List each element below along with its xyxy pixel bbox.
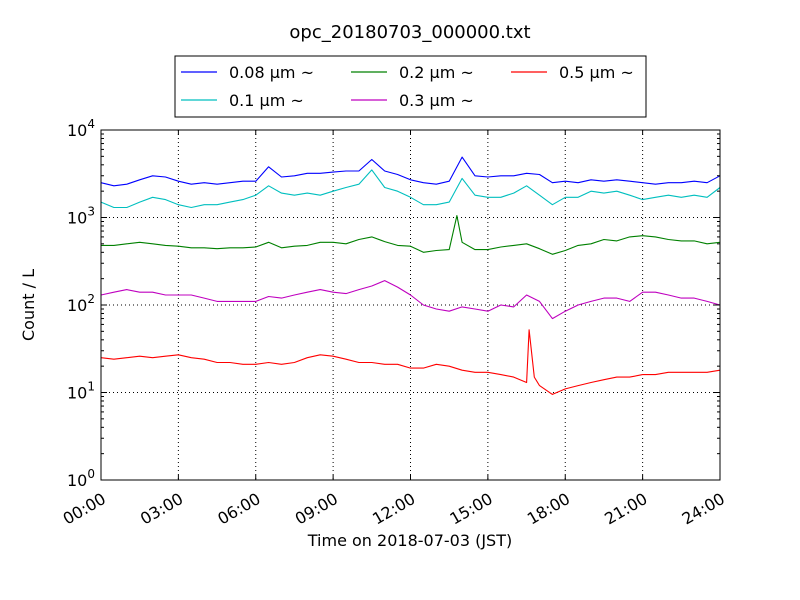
y-axis-label: Count / L <box>19 269 38 341</box>
legend-label-3: 0.3 μm ~ <box>399 91 474 110</box>
series-line-0 <box>100 156 721 187</box>
x-tick-label: 21:00 <box>601 489 650 529</box>
series-line-3 <box>100 280 721 320</box>
series-line-2 <box>101 215 721 255</box>
x-tick-label: 12:00 <box>369 489 418 529</box>
legend-label-4: 0.5 μm ~ <box>559 63 634 82</box>
x-tick-label: 18:00 <box>524 489 573 529</box>
x-axis-label: Time on 2018-07-03 (JST) <box>307 531 512 550</box>
series-line-1 <box>100 169 721 209</box>
grid <box>101 130 720 480</box>
y-tick-label: 101 <box>67 380 95 403</box>
y-tick-label: 104 <box>67 117 95 140</box>
series-line-4 <box>100 329 721 395</box>
series-layer <box>100 156 721 395</box>
x-tick-label: 24:00 <box>679 489 728 529</box>
y-tick-label: 103 <box>67 205 95 228</box>
legend-label-2: 0.2 μm ~ <box>399 63 474 82</box>
y-tick-label: 102 <box>67 292 95 315</box>
legend-label-1: 0.1 μm ~ <box>229 91 304 110</box>
y-tick-label: 100 <box>67 467 95 490</box>
legend-box <box>174 55 647 118</box>
x-tick-label: 06:00 <box>214 489 263 529</box>
ticks: 00:00 03:00 06:00 09:00 12:00 15:00 18:00 21:00… <box>60 117 728 529</box>
x-tick-label: 09:00 <box>292 489 341 529</box>
legend-label-0: 0.08 μm ~ <box>229 63 314 82</box>
x-tick-label: 00:00 <box>60 489 109 529</box>
x-tick-label: 03:00 <box>137 489 186 529</box>
chart-title: opc_20180703_000000.txt <box>289 22 530 43</box>
legend: 0.08 μm ~ 0.1 μm ~ 0.2 μm ~ 0.3 μm ~ 0.5 μm … <box>174 55 647 118</box>
x-tick-label: 15:00 <box>446 489 495 529</box>
